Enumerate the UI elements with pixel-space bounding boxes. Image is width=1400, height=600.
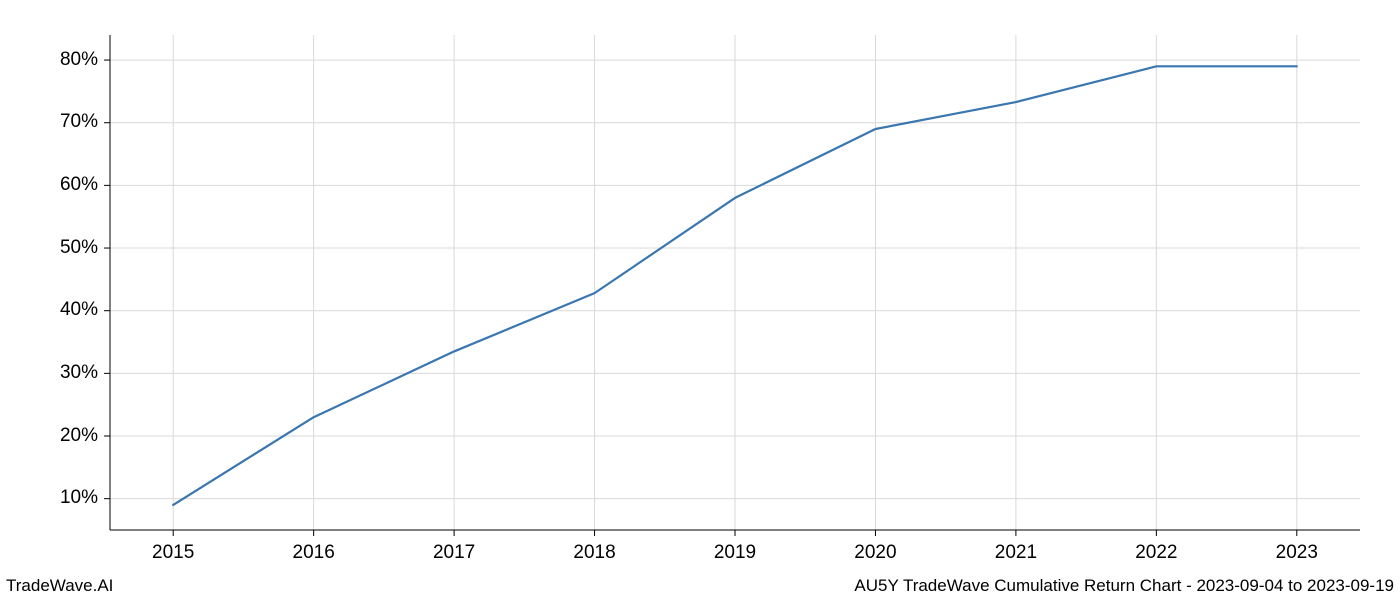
- chart-container: 10% 20% 30% 40% 50% 60% 70% 80% 2015 2016 2017 201…: [0, 0, 1400, 600]
- line-chart: [0, 0, 1400, 600]
- x-tick-label: 2019: [710, 542, 760, 564]
- y-tick-label: 10%: [60, 487, 98, 509]
- y-tick-label: 70%: [60, 111, 98, 133]
- x-tick-label: 2023: [1272, 542, 1322, 564]
- y-tick-label: 60%: [60, 174, 98, 196]
- x-tick-label: 2021: [991, 542, 1041, 564]
- x-tick-label: 2015: [148, 542, 198, 564]
- y-tick-label: 40%: [60, 299, 98, 321]
- x-tick-label: 2017: [429, 542, 479, 564]
- footer-left-text: TradeWave.AI: [6, 576, 113, 596]
- x-tick-label: 2018: [570, 542, 620, 564]
- x-tick-label: 2020: [850, 542, 900, 564]
- y-tick-label: 50%: [60, 237, 98, 259]
- x-tick-label: 2022: [1131, 542, 1181, 564]
- y-tick-label: 20%: [60, 425, 98, 447]
- x-tick-label: 2016: [289, 542, 339, 564]
- footer-right-text: AU5Y TradeWave Cumulative Return Chart -…: [854, 576, 1394, 596]
- y-tick-label: 80%: [60, 49, 98, 71]
- y-tick-label: 30%: [60, 362, 98, 384]
